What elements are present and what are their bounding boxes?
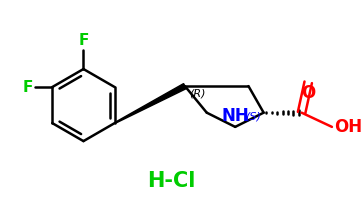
- Polygon shape: [114, 83, 186, 124]
- Text: NH: NH: [221, 107, 249, 125]
- Text: (S): (S): [245, 112, 261, 122]
- Text: (R): (R): [189, 88, 205, 98]
- Text: O: O: [301, 84, 315, 102]
- Text: F: F: [78, 33, 89, 48]
- Text: F: F: [23, 80, 33, 95]
- Text: H-Cl: H-Cl: [147, 171, 196, 191]
- Text: OH: OH: [334, 118, 362, 136]
